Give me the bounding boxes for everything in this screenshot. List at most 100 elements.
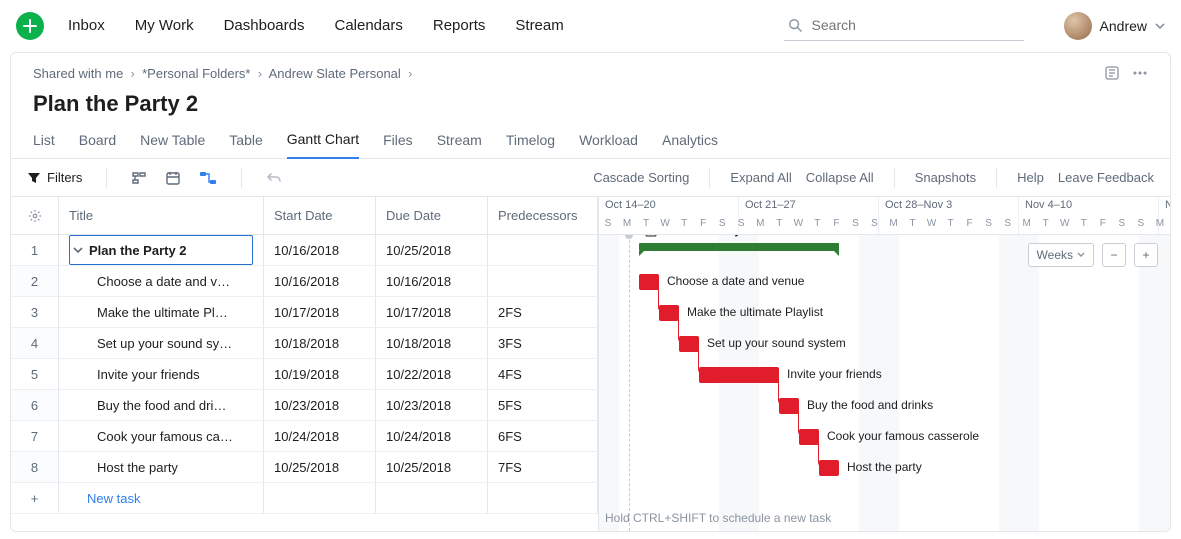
more-icon[interactable] xyxy=(1132,65,1148,81)
cell-start[interactable]: 10/25/2018 xyxy=(264,452,376,482)
breadcrumb-item[interactable]: Shared with me xyxy=(33,66,123,81)
undo-icon[interactable] xyxy=(266,170,282,186)
zoom-in-button[interactable]: + xyxy=(1134,243,1158,267)
tab-gantt-chart[interactable]: Gantt Chart xyxy=(287,131,359,159)
topnav-stream[interactable]: Stream xyxy=(515,17,563,34)
expand-subtasks-icon[interactable] xyxy=(131,170,147,186)
search-input[interactable] xyxy=(810,16,1020,34)
dependencies-icon[interactable] xyxy=(199,170,217,186)
cell-pred[interactable]: 3FS xyxy=(488,328,598,358)
toolbar-expand-all[interactable]: Expand All xyxy=(730,170,791,185)
cell-due[interactable]: 10/17/2018 xyxy=(376,297,488,327)
cell-start[interactable]: 10/24/2018 xyxy=(264,421,376,451)
task-title-cell[interactable]: Invite your friends xyxy=(59,359,264,389)
cell-pred[interactable] xyxy=(488,235,598,265)
cell-due[interactable]: 10/23/2018 xyxy=(376,390,488,420)
dependency-link[interactable] xyxy=(798,406,804,437)
dependency-link[interactable] xyxy=(818,437,824,468)
cell-pred[interactable] xyxy=(488,266,598,296)
cell-pred[interactable]: 6FS xyxy=(488,421,598,451)
add-icon[interactable]: + xyxy=(11,483,59,513)
table-row[interactable]: 3Make the ultimate Pl…10/17/201810/17/20… xyxy=(11,297,598,328)
breadcrumb-item[interactable]: *Personal Folders* xyxy=(142,66,250,81)
gantt-canvas[interactable]: Plan the Party 2 • Andrew S.Choose a dat… xyxy=(599,235,1170,531)
calendar-icon[interactable] xyxy=(165,170,181,186)
cell-pred[interactable]: 2FS xyxy=(488,297,598,327)
tab-timelog[interactable]: Timelog xyxy=(506,132,555,158)
task-bar[interactable] xyxy=(639,274,659,290)
topnav-reports[interactable]: Reports xyxy=(433,17,486,34)
toolbar-leave-feedback[interactable]: Leave Feedback xyxy=(1058,170,1154,185)
day-label: F xyxy=(1094,218,1113,234)
new-task-row[interactable]: +New task xyxy=(11,483,598,514)
dependency-link[interactable] xyxy=(658,282,664,313)
toolbar-collapse-all[interactable]: Collapse All xyxy=(806,170,874,185)
task-title-cell[interactable]: Plan the Party 2 xyxy=(59,235,264,265)
table-row[interactable]: 2Choose a date and v…10/16/201810/16/201… xyxy=(11,266,598,297)
filters-button[interactable]: Filters xyxy=(27,170,82,185)
timescale-select[interactable]: Weeks xyxy=(1028,243,1094,267)
dependency-link[interactable] xyxy=(778,375,784,406)
cell-start[interactable]: 10/16/2018 xyxy=(264,235,376,265)
topnav-inbox[interactable]: Inbox xyxy=(68,17,105,34)
tab-table[interactable]: Table xyxy=(229,132,262,158)
cell-pred[interactable]: 7FS xyxy=(488,452,598,482)
cell-pred[interactable]: 5FS xyxy=(488,390,598,420)
cell-pred[interactable]: 4FS xyxy=(488,359,598,389)
table-row[interactable]: 8Host the party10/25/201810/25/20187FS xyxy=(11,452,598,483)
cell-start[interactable]: 10/23/2018 xyxy=(264,390,376,420)
breadcrumb-item[interactable]: Andrew Slate Personal xyxy=(269,66,401,81)
cell-due[interactable]: 10/25/2018 xyxy=(376,452,488,482)
grid-settings[interactable] xyxy=(11,197,59,234)
task-title-cell[interactable]: Host the party xyxy=(59,452,264,482)
topnav-calendars[interactable]: Calendars xyxy=(334,17,402,34)
tab-workload[interactable]: Workload xyxy=(579,132,638,158)
task-bar[interactable] xyxy=(699,367,779,383)
topnav-dashboards[interactable]: Dashboards xyxy=(224,17,305,34)
tab-analytics[interactable]: Analytics xyxy=(662,132,718,158)
tab-new-table[interactable]: New Table xyxy=(140,132,205,158)
dependency-link[interactable] xyxy=(698,344,704,375)
table-row[interactable]: 1Plan the Party 210/16/201810/25/2018 xyxy=(11,235,598,266)
cell-due[interactable]: 10/22/2018 xyxy=(376,359,488,389)
task-title-cell[interactable]: Make the ultimate Pl… xyxy=(59,297,264,327)
dependency-link[interactable] xyxy=(678,313,684,344)
tab-stream[interactable]: Stream xyxy=(437,132,482,158)
table-row[interactable]: 6Buy the food and dri…10/23/201810/23/20… xyxy=(11,390,598,421)
info-icon[interactable] xyxy=(1104,65,1120,81)
task-title-cell[interactable]: Choose a date and v… xyxy=(59,266,264,296)
cell-due[interactable]: 10/16/2018 xyxy=(376,266,488,296)
cell-due[interactable]: 10/25/2018 xyxy=(376,235,488,265)
new-task-input[interactable]: New task xyxy=(59,483,264,513)
cell-start[interactable]: 10/16/2018 xyxy=(264,266,376,296)
tab-board[interactable]: Board xyxy=(79,132,116,158)
col-pred[interactable]: Predecessors xyxy=(488,197,598,234)
task-title-cell[interactable]: Cook your famous ca… xyxy=(59,421,264,451)
cell-start[interactable]: 10/19/2018 xyxy=(264,359,376,389)
topnav-my-work[interactable]: My Work xyxy=(135,17,194,34)
filter-icon xyxy=(27,171,41,185)
col-start[interactable]: Start Date xyxy=(264,197,376,234)
toolbar-help[interactable]: Help xyxy=(1017,170,1044,185)
tab-list[interactable]: List xyxy=(33,132,55,158)
cell-due[interactable]: 10/18/2018 xyxy=(376,328,488,358)
cell-start[interactable]: 10/17/2018 xyxy=(264,297,376,327)
toolbar-snapshots[interactable]: Snapshots xyxy=(915,170,976,185)
task-title-cell[interactable]: Set up your sound sy… xyxy=(59,328,264,358)
col-due[interactable]: Due Date xyxy=(376,197,488,234)
summary-bar[interactable] xyxy=(639,243,839,251)
cell-start[interactable]: 10/18/2018 xyxy=(264,328,376,358)
col-title[interactable]: Title xyxy=(59,197,264,234)
table-row[interactable]: 7Cook your famous ca…10/24/201810/24/201… xyxy=(11,421,598,452)
global-search[interactable] xyxy=(784,10,1024,41)
create-button[interactable] xyxy=(16,12,44,40)
table-row[interactable]: 5Invite your friends10/19/201810/22/2018… xyxy=(11,359,598,390)
collapse-icon[interactable] xyxy=(73,245,83,255)
tab-files[interactable]: Files xyxy=(383,132,413,158)
task-title-cell[interactable]: Buy the food and dri… xyxy=(59,390,264,420)
toolbar-cascade-sorting[interactable]: Cascade Sorting xyxy=(593,170,689,185)
table-row[interactable]: 4Set up your sound sy…10/18/201810/18/20… xyxy=(11,328,598,359)
user-menu[interactable]: Andrew xyxy=(1064,12,1165,40)
zoom-out-button[interactable]: − xyxy=(1102,243,1126,267)
cell-due[interactable]: 10/24/2018 xyxy=(376,421,488,451)
